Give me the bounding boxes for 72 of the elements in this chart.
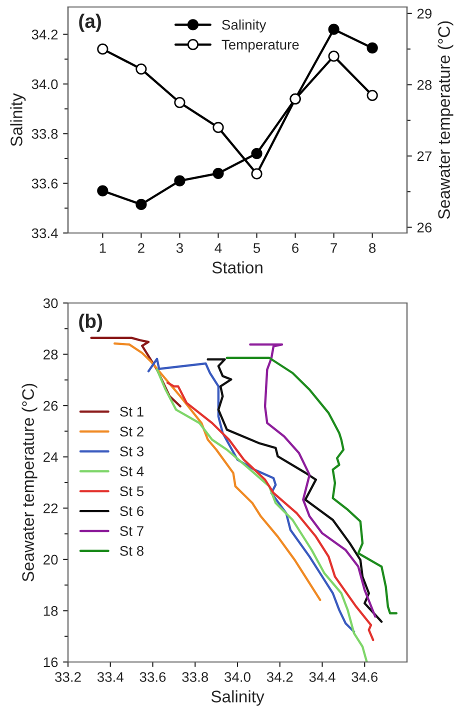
line-series bbox=[166, 382, 374, 642]
point bbox=[174, 175, 186, 186]
y-tick-label: 18 bbox=[44, 606, 58, 616]
point bbox=[174, 96, 186, 108]
annotation: (a) bbox=[79, 14, 101, 32]
x-tick-label: 34.4 bbox=[309, 672, 336, 682]
legend-label: Salinity bbox=[222, 20, 266, 32]
point bbox=[328, 50, 340, 62]
x-axis-title: Station bbox=[212, 261, 262, 274]
point bbox=[251, 148, 262, 160]
line-series bbox=[156, 368, 368, 662]
x-tick-label: 33.8 bbox=[182, 672, 208, 682]
y-tick-label: 34.0 bbox=[32, 79, 58, 90]
y2-axis-title: Seawater temperature (°C) bbox=[438, 21, 454, 219]
x-tick-label: 8 bbox=[369, 243, 376, 253]
legend-label: St 3 bbox=[120, 446, 144, 456]
y-tick-label: 16 bbox=[44, 657, 58, 668]
annotation: (b) bbox=[79, 314, 102, 332]
x-tick-label: 33.4 bbox=[97, 672, 124, 682]
x-tick-label: 33.6 bbox=[140, 672, 166, 682]
legend-label: St 8 bbox=[120, 546, 144, 556]
y-tick-label: 28 bbox=[44, 350, 58, 360]
y-tick-label: 24 bbox=[44, 452, 58, 462]
x-tick-label: 34.6 bbox=[352, 672, 378, 682]
x-tick-label: 1 bbox=[100, 243, 106, 253]
x-tick-label: 7 bbox=[330, 243, 337, 253]
x-axis-title: Salinity bbox=[211, 690, 264, 706]
x-tick-label: 4 bbox=[214, 243, 222, 253]
line-series bbox=[147, 358, 356, 633]
x-tick-label: 33.2 bbox=[55, 672, 81, 682]
legend-label: St 1 bbox=[120, 406, 144, 417]
y-tick-label: 30 bbox=[43, 298, 58, 308]
y-tick-label: 33.6 bbox=[32, 178, 58, 188]
x-tick-label: 34.2 bbox=[266, 672, 293, 682]
y-tick-label: 26 bbox=[44, 400, 58, 411]
y2-tick-label: 27 bbox=[417, 151, 432, 162]
x-tick-label: 5 bbox=[253, 243, 260, 253]
line-series bbox=[226, 356, 398, 614]
point bbox=[366, 90, 378, 101]
y-tick-label: 22 bbox=[44, 503, 58, 514]
y-tick-label: 33.8 bbox=[32, 128, 58, 139]
y2-tick-label: 29 bbox=[417, 8, 432, 19]
legend-label: St 2 bbox=[120, 426, 144, 436]
point bbox=[366, 42, 378, 54]
line-series bbox=[206, 358, 383, 623]
y-tick-label: 34.2 bbox=[32, 30, 58, 40]
line-series bbox=[90, 336, 182, 408]
point bbox=[97, 185, 108, 196]
legend-label: St 7 bbox=[120, 526, 144, 536]
point bbox=[251, 168, 262, 180]
point bbox=[136, 198, 147, 210]
y-tick-label: 33.4 bbox=[32, 228, 58, 238]
x-tick-label: 34.0 bbox=[224, 672, 250, 682]
legend-label: St 4 bbox=[120, 466, 144, 476]
legend-label: St 5 bbox=[120, 486, 144, 496]
point bbox=[136, 63, 147, 75]
y-axis-title: Salinity bbox=[10, 93, 26, 146]
x-tick-label: 6 bbox=[292, 243, 299, 253]
point bbox=[212, 122, 224, 134]
x-tick-label: 2 bbox=[138, 243, 144, 253]
legend-label: Temperature bbox=[222, 40, 299, 52]
y2-tick-label: 26 bbox=[417, 222, 432, 232]
y-axis-title: Seawater temperature (°C) bbox=[22, 384, 38, 582]
point bbox=[97, 44, 108, 55]
line-series bbox=[114, 342, 322, 602]
legend-label: St 6 bbox=[120, 506, 144, 516]
point bbox=[328, 24, 340, 35]
point bbox=[212, 168, 224, 179]
y2-tick-label: 28 bbox=[417, 80, 432, 90]
x-tick-label: 3 bbox=[176, 243, 183, 253]
line-series bbox=[249, 343, 376, 618]
y-tick-label: 20 bbox=[44, 554, 58, 565]
